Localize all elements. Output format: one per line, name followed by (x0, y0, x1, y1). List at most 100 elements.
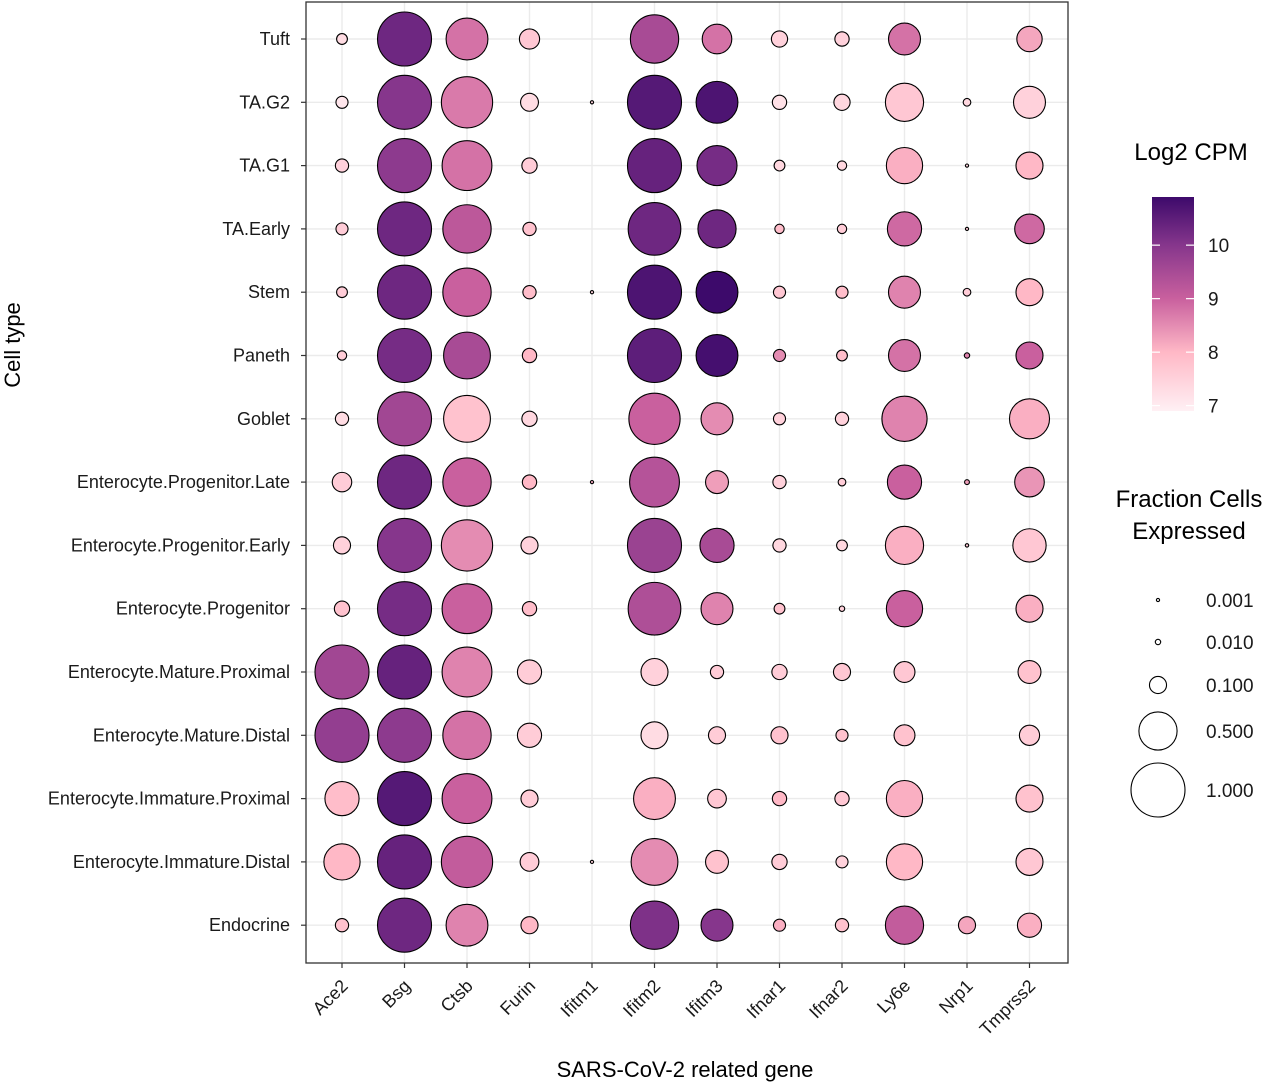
dot-Bsg-Paneth (376, 327, 433, 384)
y-tick-label: Enterocyte.Progenitor.Late (77, 472, 290, 492)
dot-Ifnar1-Tuft (770, 30, 789, 48)
dot-Ly6e-Goblet (881, 395, 928, 442)
dot-Tmprss2-Enterocyte.Progenitor.Early (1012, 528, 1047, 563)
dot-Ace2-Enterocyte.Immature.Distal (323, 843, 361, 881)
size-key-circle (1138, 711, 1178, 751)
dot-Ly6e-TA.G1 (885, 146, 924, 185)
x-tick-label: Tmprss2 (976, 976, 1040, 1040)
dot-Ifnar1-Enterocyte.Immature.Proximal (771, 790, 788, 807)
dot-Ace2-Goblet (334, 411, 350, 426)
dot-Ctsb-Paneth (443, 331, 491, 380)
y-tick-label: TA.G1 (239, 156, 290, 176)
dot-Ctsb-Stem (442, 267, 492, 317)
dot-Ctsb-Enterocyte.Mature.Proximal (441, 646, 493, 698)
dot-Ly6e-Paneth (887, 338, 922, 373)
x-tick-label: Ifitm3 (682, 976, 727, 1021)
x-tick-label: Ly6e (873, 976, 914, 1017)
dot-Ace2-Enterocyte.Immature.Proximal (324, 780, 360, 817)
dot-Ly6e-TA.G2 (884, 82, 925, 122)
dot-Ifnar1-Goblet (772, 412, 787, 426)
y-tick-label: Tuft (260, 29, 290, 49)
dot-Ifnar2-Endocrine (834, 918, 850, 933)
dot-Furin-Stem (522, 285, 537, 300)
dot-Ifitm2-Endocrine (629, 900, 680, 950)
dot-Ifitm2-TA.Early (627, 202, 682, 256)
dot-Bsg-Enterocyte.Progenitor (376, 581, 433, 637)
dot-Ctsb-TA.G2 (440, 76, 494, 129)
dot-Ifitm3-Enterocyte.Progenitor.Late (704, 470, 730, 495)
dot-Furin-Tuft (518, 28, 541, 50)
dot-Ifitm2-Enterocyte.Mature.Distal (640, 721, 669, 750)
dot-Ifitm3-TA.G2 (695, 80, 739, 124)
dot-Ifitm3-Stem (695, 270, 739, 314)
y-tick-label: Enterocyte.Progenitor.Early (71, 535, 290, 555)
x-tick-label: Ifitm1 (557, 976, 602, 1021)
y-tick-label: Endocrine (209, 915, 290, 935)
dot-Bsg-Enterocyte.Mature.Distal (376, 707, 433, 763)
dot-Ly6e-Enterocyte.Progenitor.Early (884, 525, 925, 566)
dot-Tmprss2-TA.G1 (1015, 151, 1044, 180)
dot-Ifitm1-Stem (589, 290, 595, 295)
dot-Ifitm2-Goblet (628, 392, 681, 445)
y-tick-label: Enterocyte.Immature.Distal (73, 852, 290, 872)
dot-Ifitm2-Enterocyte.Progenitor.Late (629, 456, 680, 508)
size-key-circle (1130, 762, 1186, 818)
dot-Bsg-Enterocyte.Immature.Proximal (376, 771, 433, 827)
dot-Ifitm3-Enterocyte.Progenitor.Early (699, 527, 735, 564)
color-legend-title: Log2 CPM (1134, 139, 1247, 166)
dot-Ly6e-Enterocyte.Mature.Distal (893, 724, 916, 747)
dot-Furin-Endocrine (520, 916, 539, 935)
dot-Ly6e-Tuft (887, 22, 922, 56)
dot-Tmprss2-TA.Early (1014, 213, 1045, 245)
data-points (314, 11, 1051, 953)
dot-Ly6e-Enterocyte.Progenitor (885, 590, 924, 628)
colorbar-label: 9 (1208, 290, 1219, 311)
dot-Ifitm3-TA.G1 (696, 145, 738, 187)
dot-Ctsb-Tuft (445, 17, 489, 61)
dot-Ly6e-Enterocyte.Progenitor.Late (886, 464, 923, 500)
size-key-label: 0.001 (1206, 591, 1254, 612)
dot-Ifitm2-TA.G1 (626, 138, 683, 194)
dot-Ifnar1-Enterocyte.Mature.Distal (770, 726, 789, 745)
dot-Ifitm3-Goblet (700, 402, 734, 436)
dot-Ace2-Enterocyte.Mature.Distal (314, 707, 370, 763)
dot-Ifnar2-Enterocyte.Immature.Distal (835, 855, 849, 869)
dot-Bsg-Stem (376, 264, 433, 320)
dot-Ly6e-Enterocyte.Immature.Proximal (885, 779, 924, 818)
dot-Ifnar1-Enterocyte.Immature.Distal (771, 853, 788, 871)
y-tick-label: Goblet (237, 409, 290, 429)
dot-Tmprss2-Enterocyte.Progenitor.Late (1014, 466, 1045, 498)
y-axis-ticks: Tuft TA.G2 TA.G1 TA.Early Stem Paneth Goblet En… (48, 29, 306, 935)
dot-Ctsb-Enterocyte.Progenitor.Late (442, 457, 492, 507)
size-key-label: 0.100 (1206, 676, 1254, 697)
dot-Nrp1-Enterocyte.Progenitor.Late (964, 479, 970, 486)
dot-Ifitm3-TA.Early (697, 209, 737, 249)
dot-Ifnar1-TA.Early (774, 223, 785, 235)
dot-Ctsb-Goblet (443, 394, 491, 443)
dot-Ifnar1-Enterocyte.Progenitor.Late (772, 474, 787, 490)
dot-Bsg-Tuft (376, 11, 433, 67)
dot-Bsg-TA.Early (376, 201, 433, 257)
dot-Tmprss2-Goblet (1008, 398, 1051, 440)
dot-Bsg-TA.G2 (376, 74, 433, 130)
dot-Ace2-Paneth (336, 350, 348, 361)
dot-Nrp1-TA.G2 (962, 97, 972, 107)
size-key-label: 1.000 (1206, 781, 1254, 802)
dot-Ifnar2-Stem (835, 285, 849, 299)
dot-Ifitm3-Enterocyte.Mature.Distal (707, 726, 727, 745)
dot-Ly6e-TA.Early (886, 211, 923, 247)
x-axis-title: SARS-CoV-2 related gene (557, 1057, 814, 1082)
dot-Ly6e-Enterocyte.Immature.Distal (885, 843, 924, 881)
y-tick-label: Enterocyte.Immature.Proximal (48, 789, 290, 809)
dot-Ifitm3-Tuft (701, 23, 733, 55)
dot-Ifitm3-Enterocyte.Progenitor (700, 592, 734, 626)
dot-Ctsb-Enterocyte.Progenitor.Early (440, 519, 494, 572)
size-key-label: 0.010 (1206, 633, 1254, 654)
size-key-circle (1154, 638, 1162, 646)
dot-Ifnar1-Enterocyte.Progenitor (773, 602, 786, 615)
dot-Ifitm2-Enterocyte.Progenitor.Early (626, 517, 683, 573)
x-tick-label: Nrp1 (935, 976, 977, 1018)
dot-Nrp1-Enterocyte.Progenitor.Early (964, 543, 970, 548)
dot-Furin-Enterocyte.Progenitor (521, 601, 538, 617)
dot-Ly6e-Endocrine (884, 905, 925, 945)
